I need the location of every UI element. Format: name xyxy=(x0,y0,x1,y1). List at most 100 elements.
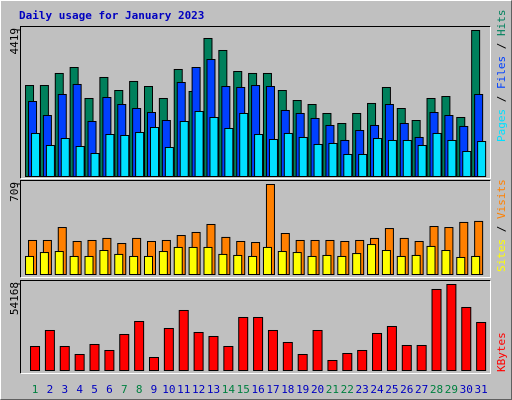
x-tick-label: 22 xyxy=(341,383,354,396)
bar xyxy=(411,254,421,275)
bar xyxy=(396,255,406,275)
legend-entry: Sites xyxy=(495,239,508,272)
bar xyxy=(337,255,347,275)
x-tick-label: 9 xyxy=(151,383,158,396)
bar xyxy=(327,359,338,371)
legend-entry: Pages xyxy=(495,109,508,142)
bar xyxy=(401,344,412,372)
bar xyxy=(357,349,368,372)
bar xyxy=(39,252,49,275)
bar xyxy=(120,134,130,177)
bar xyxy=(223,345,234,372)
bar xyxy=(238,316,249,371)
bar xyxy=(148,356,159,372)
bar xyxy=(30,345,41,372)
bar xyxy=(342,352,353,372)
bar xyxy=(74,353,85,372)
x-tick-label: 1 xyxy=(32,383,39,396)
x-tick-label: 19 xyxy=(296,383,309,396)
x-tick-label: 15 xyxy=(237,383,250,396)
bar xyxy=(104,349,115,372)
bar xyxy=(328,142,338,178)
bar xyxy=(224,127,234,177)
bar xyxy=(25,255,35,275)
bar xyxy=(254,134,264,178)
bar xyxy=(194,110,204,177)
bar xyxy=(60,138,70,177)
x-tick-label: 5 xyxy=(91,383,98,396)
bar xyxy=(262,246,272,275)
bar xyxy=(277,251,287,275)
bar xyxy=(84,255,94,275)
x-tick-label: 11 xyxy=(177,383,190,396)
panel-shadow xyxy=(20,180,491,278)
x-tick-label: 8 xyxy=(136,383,143,396)
x-tick-label: 25 xyxy=(385,383,398,396)
panel-highlight xyxy=(20,180,491,278)
x-tick-label: 27 xyxy=(415,383,428,396)
legend-separator: / xyxy=(495,89,508,109)
legend-separator: / xyxy=(495,36,508,56)
panel-shadow xyxy=(20,26,491,179)
bar xyxy=(193,331,204,371)
y-tick-label: 54168 xyxy=(8,282,21,315)
bar xyxy=(456,256,466,275)
bar xyxy=(208,335,219,371)
bar xyxy=(471,255,481,275)
legend: Pages / Files / Hits xyxy=(495,10,508,143)
bar xyxy=(129,255,139,275)
x-tick-label: 4 xyxy=(76,383,83,396)
bar xyxy=(307,255,317,275)
legend-entry: Hits xyxy=(495,10,508,37)
legend: Sites / Visits xyxy=(495,179,508,272)
bar xyxy=(446,284,457,371)
bar xyxy=(163,327,174,371)
chart-title: Daily usage for January 2023 xyxy=(19,9,204,22)
bar xyxy=(372,332,383,371)
bar xyxy=(373,138,383,177)
bar xyxy=(188,246,198,275)
bar xyxy=(31,132,41,178)
bar xyxy=(416,344,427,372)
x-tick-label: 6 xyxy=(106,383,113,396)
bar xyxy=(114,253,124,276)
bar xyxy=(209,116,219,177)
bar xyxy=(441,250,451,276)
panel-highlight xyxy=(20,280,491,374)
x-tick-label: 30 xyxy=(460,383,473,396)
bar xyxy=(134,320,145,371)
bar xyxy=(432,132,442,178)
x-tick-label: 14 xyxy=(222,383,236,396)
bar xyxy=(99,250,109,276)
y-tick-label: 4419 xyxy=(8,28,21,55)
bar xyxy=(292,252,302,275)
panel-shadow xyxy=(20,280,491,374)
x-tick-label: 18 xyxy=(281,383,294,396)
x-tick-label: 21 xyxy=(326,383,339,396)
x-tick-label: 20 xyxy=(311,383,324,396)
bar xyxy=(386,325,397,372)
legend-entry: KBytes xyxy=(495,332,508,372)
bar xyxy=(45,145,55,177)
bar xyxy=(476,321,487,372)
bar xyxy=(387,139,397,177)
bar xyxy=(462,150,472,177)
x-tick-label: 2 xyxy=(47,383,54,396)
bar xyxy=(268,138,278,177)
bar xyxy=(248,255,258,275)
bar xyxy=(105,134,115,178)
bar xyxy=(381,250,391,276)
bar xyxy=(135,131,145,177)
x-tick-label: 23 xyxy=(356,383,369,396)
x-tick-label: 12 xyxy=(192,383,205,396)
bar xyxy=(298,136,308,177)
bar xyxy=(461,306,472,372)
bar xyxy=(218,253,228,276)
bar xyxy=(447,139,457,177)
bar xyxy=(59,345,70,372)
legend-entry: Visits xyxy=(495,179,508,219)
bar xyxy=(119,333,130,372)
x-tick-label: 13 xyxy=(207,383,220,396)
